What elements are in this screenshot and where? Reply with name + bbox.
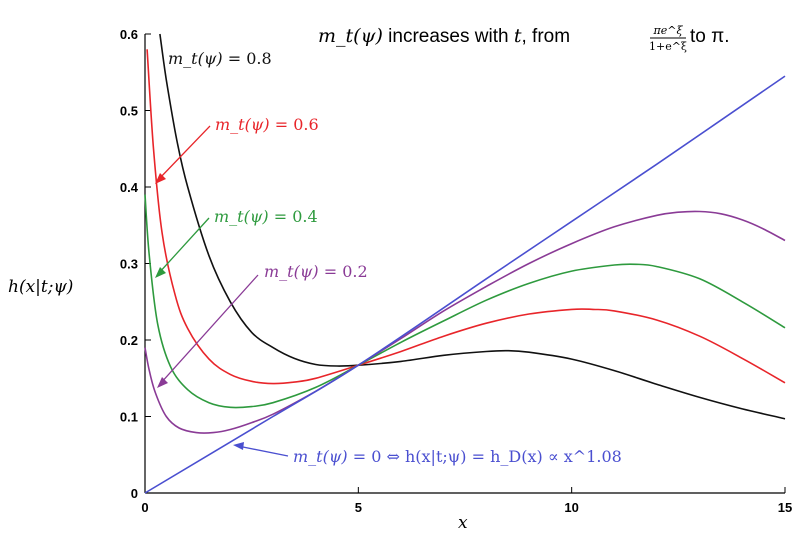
arrow-0.2 [159, 274, 259, 385]
label-mt-0.4-rhs: = 0.4 [269, 207, 318, 226]
arrow-0 [237, 445, 289, 457]
arrowhead-0 [233, 442, 244, 450]
title-var: t [514, 25, 522, 47]
x-tick-label: 15 [778, 500, 792, 515]
label-mt-0.2-lhs: m_t(ψ) [264, 262, 319, 281]
title-mt: m_t(ψ) [318, 25, 383, 47]
chart-title: m_t(ψ) increases with t, from [318, 25, 570, 47]
series-line-1 [146, 49, 786, 385]
series-lines [144, 33, 786, 494]
x-tick-label: 10 [564, 500, 578, 515]
series-line-4 [144, 75, 786, 494]
label-mt-0-rhs: = 0 ⇔ h(x|t;ψ) = h_D(x) ∝ x^1.08 [348, 447, 622, 466]
title-from: , from [521, 26, 570, 47]
label-mt-0.2: m_t(ψ) = 0.2 [264, 262, 368, 281]
title-frac-denominator: 1+e^ξ [649, 40, 687, 53]
y-tick-label: 0 [131, 486, 138, 501]
label-mt-0.4-lhs: m_t(ψ) [214, 207, 269, 226]
arrowhead-0.2 [157, 377, 168, 388]
series-line-0 [159, 33, 786, 420]
series-line-2 [144, 194, 786, 409]
label-mt-0: m_t(ψ) = 0 ⇔ h(x|t;ψ) = h_D(x) ∝ x^1.08 [293, 447, 622, 466]
arrow-0.4 [157, 217, 210, 275]
label-mt-0.6: m_t(ψ) = 0.6 [215, 115, 319, 134]
label-mt-0.2-rhs: = 0.2 [319, 262, 368, 281]
annotation-arrows [155, 125, 289, 457]
label-mt-0.4: m_t(ψ) = 0.4 [214, 207, 318, 226]
title-frac-numerator: πe^ξ [652, 24, 683, 37]
y-tick-label: 0.2 [120, 333, 138, 348]
label-mt-0-lhs: m_t(ψ) [293, 447, 348, 466]
label-mt-0.8-rhs: = 0.8 [223, 49, 272, 68]
y-tick-label: 0.1 [120, 410, 138, 425]
y-tick-label: 0.3 [120, 257, 138, 272]
title-to: to π. [690, 26, 730, 47]
y-tick-label: 0.6 [120, 27, 138, 42]
x-tick-label: 0 [141, 500, 148, 515]
label-mt-0.8-lhs: m_t(ψ) [168, 49, 223, 68]
axes: 0 5 10 15 0 0.1 0.2 0.3 0.4 0.5 0.6 [120, 27, 792, 515]
arrowhead-0.6 [155, 173, 166, 184]
label-mt-0.6-rhs: = 0.6 [270, 115, 319, 134]
title-middle: increases with [383, 26, 514, 47]
y-tick-label: 0.5 [120, 104, 138, 119]
label-mt-0.6-lhs: m_t(ψ) [215, 115, 270, 134]
series-line-3 [144, 210, 786, 434]
x-tick-label: 5 [355, 500, 362, 515]
y-tick-label: 0.4 [120, 180, 139, 195]
label-mt-0.8: m_t(ψ) = 0.8 [168, 49, 272, 68]
arrow-0.6 [157, 125, 211, 181]
arrowhead-0.4 [155, 267, 166, 278]
y-axis-title: h(x|t;ψ) [8, 277, 73, 297]
x-axis-title: x [458, 513, 468, 533]
